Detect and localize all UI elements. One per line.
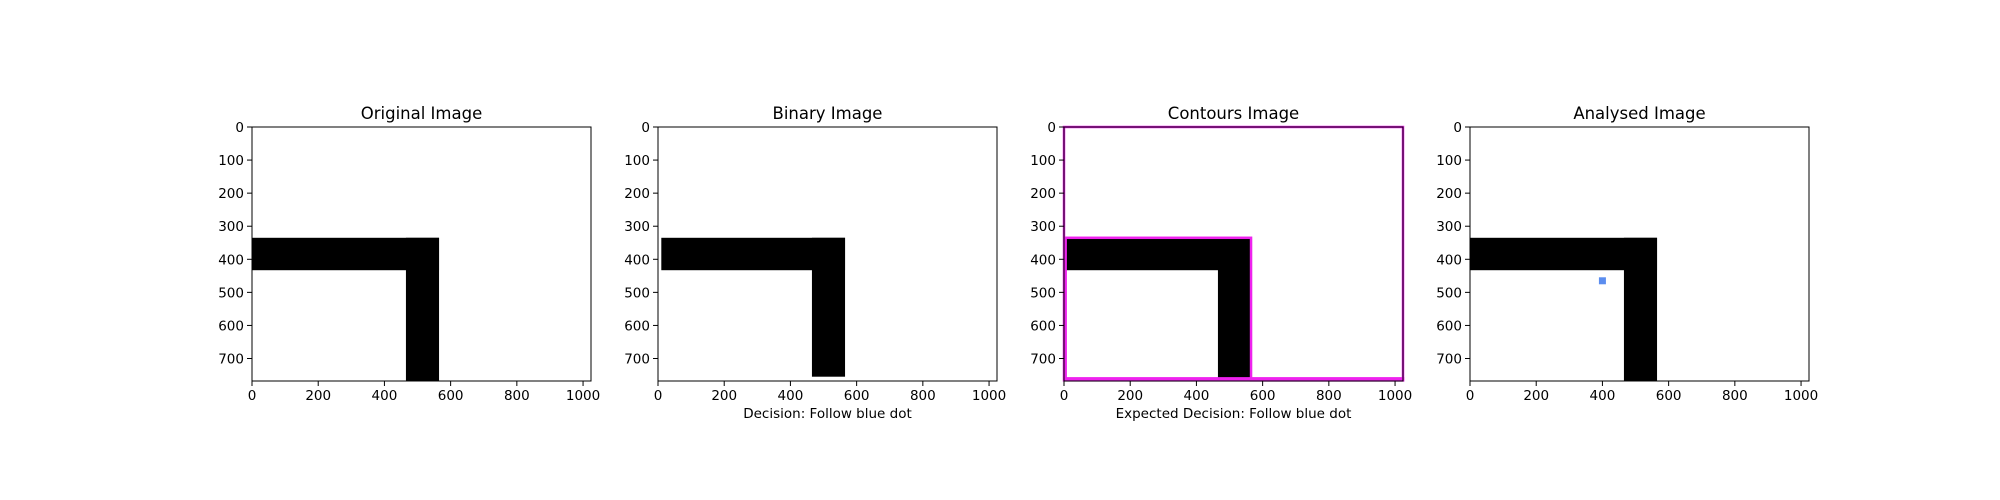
y-tick-label: 600	[1436, 318, 1462, 334]
panel-3: 0 200 400 600 800 1000 0 100 200 300 400 500 600 700 C…	[1030, 104, 1412, 422]
y-tick-label: 300	[218, 219, 244, 235]
y-tick-label: 0	[235, 120, 244, 136]
y-tick-label: 100	[1436, 153, 1462, 169]
x-tick-label: 400	[778, 388, 804, 404]
x-tick-label: 1000	[1784, 388, 1818, 404]
bottom-contour	[1249, 377, 1405, 382]
panel-caption: Expected Decision: Follow blue dot	[1116, 406, 1352, 422]
vertical-bar	[405, 237, 440, 381]
axes-frame	[1469, 126, 1810, 382]
x-tick-label: 0	[1060, 388, 1069, 404]
x-tick-label: 400	[1184, 388, 1210, 404]
y-tick-label: 0	[1047, 120, 1056, 136]
panel-caption: Decision: Follow blue dot	[743, 406, 912, 422]
axes-frame	[657, 126, 998, 382]
y-tick-label: 600	[218, 318, 244, 334]
x-tick-label: 400	[372, 388, 398, 404]
y-tick-label: 100	[218, 153, 244, 169]
y-tick-label: 0	[641, 120, 650, 136]
y-tick-label: 500	[1030, 285, 1056, 301]
x-tick-label: 200	[1117, 388, 1143, 404]
y-tick-label: 100	[624, 153, 650, 169]
vertical-bar	[1623, 237, 1658, 381]
y-tick-label: 600	[1030, 318, 1056, 334]
x-tick-label: 600	[844, 388, 870, 404]
y-tick-label: 200	[1030, 186, 1056, 202]
vertical-bar	[811, 237, 846, 377]
y-tick-label: 700	[624, 352, 650, 368]
y-tick-label: 400	[624, 252, 650, 268]
vertical-bar	[1217, 237, 1252, 381]
panel-1: 0 200 400 600 800 1000 0 100 200 300 400 500 600 700 O…	[218, 104, 600, 404]
y-tick-label: 600	[624, 318, 650, 334]
x-tick-label: 200	[711, 388, 737, 404]
x-tick-label: 600	[438, 388, 464, 404]
y-tick-label: 700	[1030, 352, 1056, 368]
x-tick-label: 800	[1722, 388, 1748, 404]
x-tick-label: 800	[504, 388, 530, 404]
y-tick-label: 300	[1436, 219, 1462, 235]
x-tick-label: 600	[1656, 388, 1682, 404]
x-tick-label: 1000	[972, 388, 1006, 404]
x-tick-label: 1000	[1378, 388, 1412, 404]
y-tick-label: 700	[1436, 352, 1462, 368]
x-tick-label: 400	[1590, 388, 1616, 404]
shape-contour	[1064, 236, 1253, 380]
y-tick-label: 500	[218, 285, 244, 301]
x-tick-label: 0	[248, 388, 257, 404]
x-tick-label: 200	[1523, 388, 1549, 404]
y-tick-label: 300	[624, 219, 650, 235]
panel-title: Analysed Image	[1573, 104, 1705, 123]
panel-2: 0 200 400 600 800 1000 0 100 200 300 400 500 600 700 B…	[624, 104, 1006, 422]
y-tick-label: 500	[624, 285, 650, 301]
x-tick-label: 0	[654, 388, 663, 404]
y-tick-label: 300	[1030, 219, 1056, 235]
y-tick-label: 200	[624, 186, 650, 202]
panel-4: 0 200 400 600 800 1000 0 100 200 300 400 500 600 700 A…	[1436, 104, 1818, 404]
x-tick-label: 600	[1250, 388, 1276, 404]
x-tick-label: 1000	[566, 388, 600, 404]
x-tick-label: 800	[910, 388, 936, 404]
blue-dot	[1598, 277, 1606, 285]
panel-title: Original Image	[361, 104, 483, 123]
y-tick-label: 100	[1030, 153, 1056, 169]
x-tick-label: 0	[1466, 388, 1475, 404]
y-tick-label: 200	[1436, 186, 1462, 202]
y-tick-label: 400	[1030, 252, 1056, 268]
y-tick-label: 200	[218, 186, 244, 202]
x-tick-label: 800	[1316, 388, 1342, 404]
panel-title: Binary Image	[773, 104, 883, 123]
x-tick-label: 200	[305, 388, 331, 404]
y-tick-label: 0	[1453, 120, 1462, 136]
y-tick-label: 500	[1436, 285, 1462, 301]
panel-title: Contours Image	[1168, 104, 1299, 123]
axes-frame	[1063, 126, 1404, 382]
y-tick-label: 700	[218, 352, 244, 368]
y-tick-label: 400	[1436, 252, 1462, 268]
axes-frame	[251, 126, 592, 382]
y-tick-label: 400	[218, 252, 244, 268]
